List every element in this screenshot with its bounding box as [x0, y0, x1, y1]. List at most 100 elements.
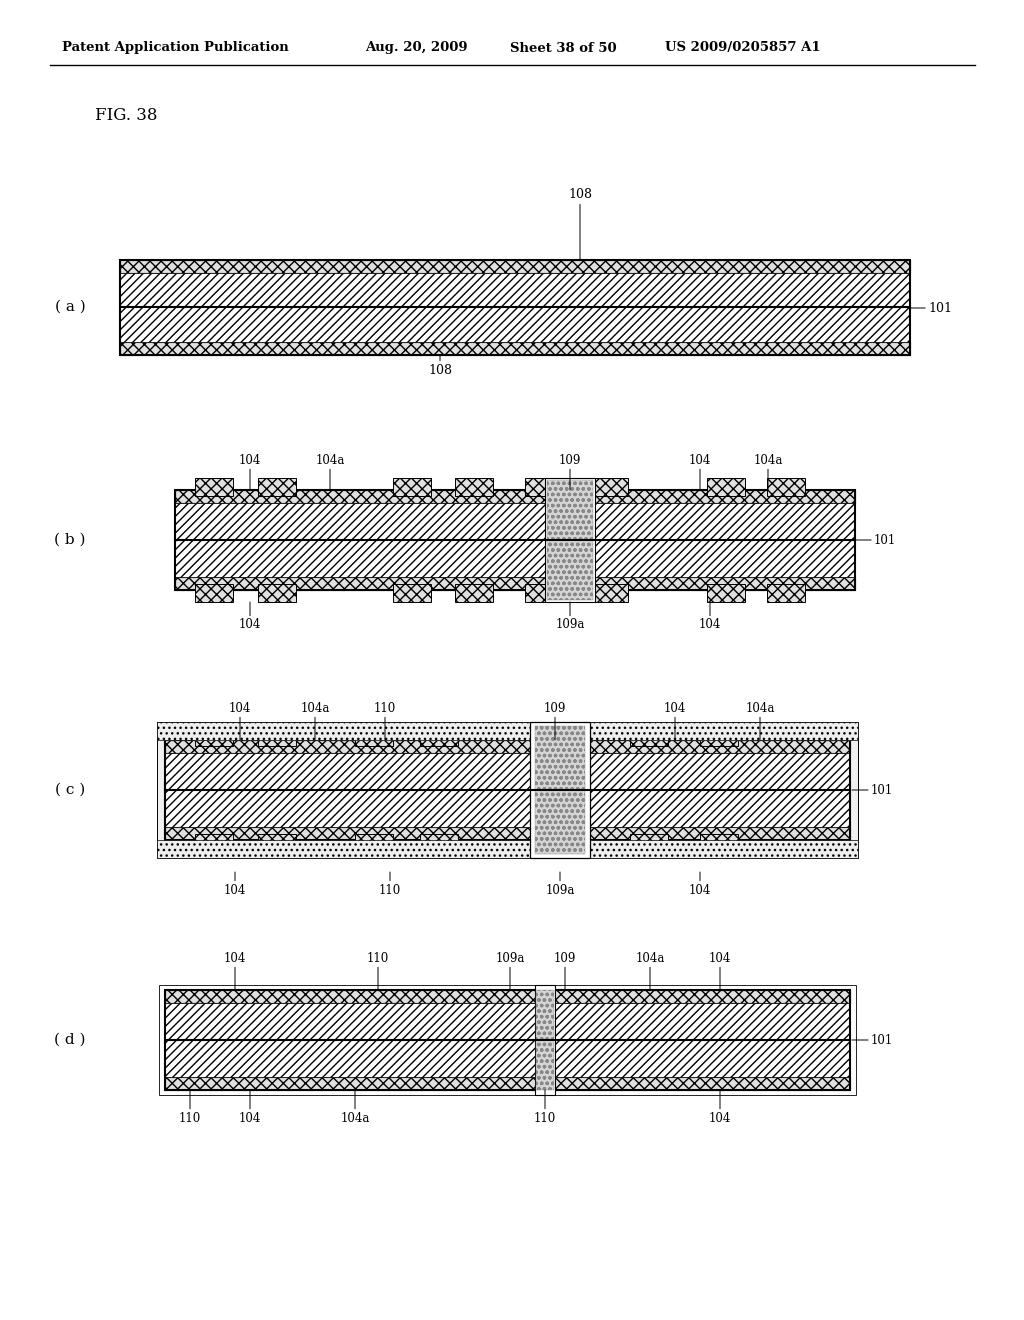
Text: 101: 101 — [855, 533, 896, 546]
Text: 104: 104 — [698, 602, 721, 631]
Text: 110: 110 — [374, 701, 396, 741]
Bar — [393, 583, 431, 602]
Bar — [525, 478, 563, 496]
Text: 104a: 104a — [300, 701, 330, 741]
Text: 104: 104 — [689, 873, 712, 896]
Bar — [195, 583, 233, 602]
Bar — [535, 726, 585, 854]
Text: 109: 109 — [544, 701, 566, 741]
Bar — [165, 828, 850, 840]
Bar — [536, 990, 554, 1090]
Text: 104a: 104a — [340, 1090, 370, 1125]
Bar — [630, 834, 668, 851]
Bar — [258, 834, 296, 851]
Text: 104: 104 — [224, 952, 246, 990]
Bar — [420, 729, 458, 746]
Text: 108: 108 — [428, 355, 452, 376]
Text: Sheet 38 of 50: Sheet 38 of 50 — [510, 41, 616, 54]
Bar — [547, 480, 593, 601]
Bar — [700, 834, 738, 851]
Text: 104: 104 — [664, 701, 686, 741]
Text: 104: 104 — [228, 701, 251, 741]
Bar — [258, 583, 296, 602]
Bar — [590, 478, 628, 496]
Text: Patent Application Publication: Patent Application Publication — [62, 41, 289, 54]
Bar — [535, 985, 555, 1096]
Text: 104: 104 — [709, 952, 731, 990]
Bar — [165, 1040, 850, 1077]
Bar — [590, 583, 628, 602]
Text: 110: 110 — [379, 873, 401, 896]
Bar — [700, 729, 738, 746]
Text: 104: 104 — [689, 454, 712, 490]
Text: 101: 101 — [852, 784, 893, 796]
Text: 101: 101 — [910, 301, 952, 314]
Bar — [420, 834, 458, 851]
Bar — [157, 722, 858, 741]
Bar — [165, 1077, 850, 1090]
Bar — [175, 490, 855, 590]
Bar — [165, 1003, 850, 1040]
Text: 109: 109 — [559, 454, 582, 490]
Bar — [157, 840, 858, 858]
Bar — [165, 741, 850, 752]
Text: 104: 104 — [224, 873, 246, 896]
Bar — [545, 478, 595, 602]
Bar — [530, 722, 590, 858]
Text: 109: 109 — [554, 952, 577, 990]
Bar — [120, 342, 910, 355]
Text: 109a: 109a — [496, 952, 524, 990]
Text: 108: 108 — [568, 189, 592, 260]
Text: 104a: 104a — [745, 701, 775, 741]
Bar — [120, 260, 910, 355]
Bar — [165, 789, 850, 828]
Text: 104a: 104a — [315, 454, 345, 490]
Text: ( a ): ( a ) — [54, 300, 85, 314]
Text: ( c ): ( c ) — [55, 783, 85, 797]
Text: 110: 110 — [367, 952, 389, 990]
Bar — [120, 308, 910, 342]
Bar — [120, 273, 910, 308]
Bar — [355, 834, 393, 851]
Text: 101: 101 — [852, 1034, 893, 1047]
Bar — [525, 583, 563, 602]
Bar — [195, 834, 233, 851]
Text: 110: 110 — [179, 1090, 201, 1125]
Bar — [630, 729, 668, 746]
Text: 104a: 104a — [754, 454, 782, 490]
Bar — [159, 985, 856, 1096]
Bar — [707, 583, 745, 602]
Bar — [175, 577, 855, 590]
Text: Aug. 20, 2009: Aug. 20, 2009 — [365, 41, 468, 54]
Bar — [165, 990, 850, 1003]
Bar — [355, 729, 393, 746]
Text: 104: 104 — [239, 1090, 261, 1125]
Bar — [195, 478, 233, 496]
Bar — [195, 729, 233, 746]
Bar — [175, 503, 855, 540]
Text: 104: 104 — [239, 454, 261, 490]
Bar — [120, 260, 910, 273]
Bar — [175, 490, 855, 503]
Bar — [393, 478, 431, 496]
Text: 109a: 109a — [546, 873, 574, 896]
Bar — [455, 583, 493, 602]
Text: FIG. 38: FIG. 38 — [95, 107, 158, 124]
Text: 104: 104 — [239, 602, 261, 631]
Text: 104: 104 — [709, 1090, 731, 1125]
Bar — [165, 752, 850, 789]
Bar — [767, 478, 805, 496]
Bar — [258, 478, 296, 496]
Bar — [165, 741, 850, 840]
Text: ( b ): ( b ) — [54, 533, 86, 546]
Bar — [258, 729, 296, 746]
Text: ( d ): ( d ) — [54, 1034, 86, 1047]
Text: 110: 110 — [534, 1090, 556, 1125]
Text: 104a: 104a — [635, 952, 665, 990]
Bar — [767, 583, 805, 602]
Text: US 2009/0205857 A1: US 2009/0205857 A1 — [665, 41, 820, 54]
Bar — [165, 990, 850, 1090]
Bar — [157, 722, 858, 858]
Bar — [455, 478, 493, 496]
Bar — [707, 478, 745, 496]
